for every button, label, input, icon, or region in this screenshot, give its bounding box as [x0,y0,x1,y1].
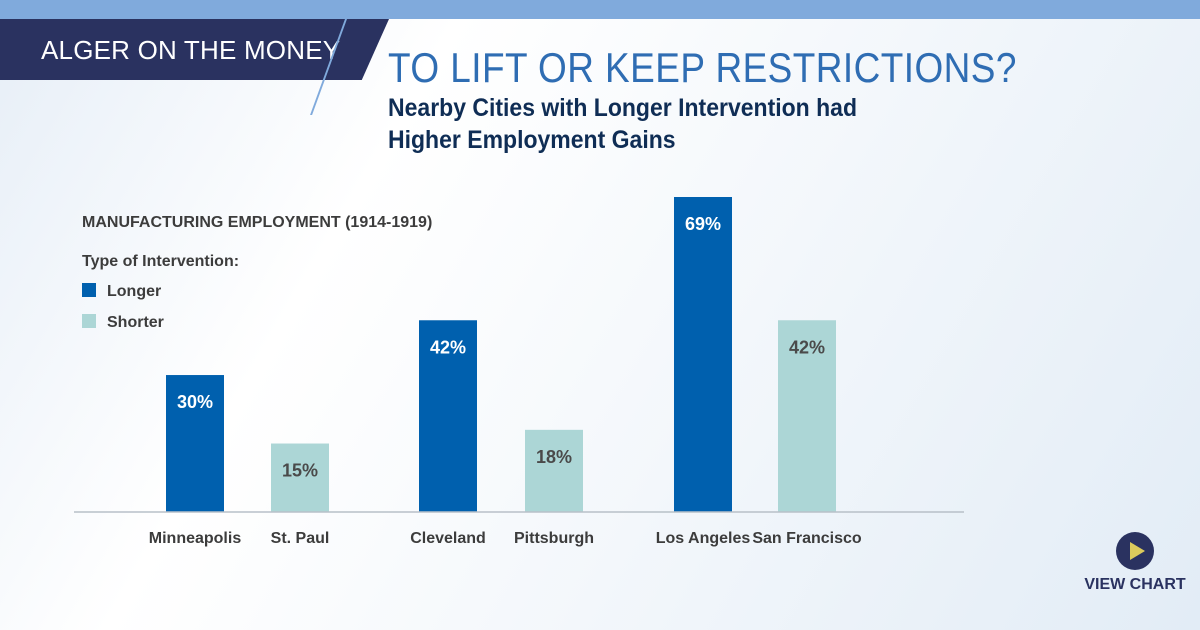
data-label: 69% [685,214,721,234]
x-tick-label: Cleveland [410,530,486,547]
brand-name: ALGER ON THE MONEY [41,35,341,65]
legend-label-longer: Longer [107,283,161,300]
legend-label-shorter: Shorter [107,314,164,331]
data-label: 42% [430,337,466,357]
view-chart-label: VIEW CHART [1084,576,1186,593]
data-label: 15% [282,461,318,481]
legend-swatch-longer [82,283,96,297]
top-bar [0,0,1200,19]
play-icon [1116,532,1154,570]
x-tick-label: Pittsburgh [514,530,594,547]
bar-st-paul [271,443,329,512]
subtitle-line-1: Nearby Cities with Longer Intervention h… [388,94,858,122]
x-tick-label: St. Paul [271,530,330,547]
data-label: 42% [789,337,825,357]
legend-swatch-shorter [82,314,96,328]
chart-title: MANUFACTURING EMPLOYMENT (1914-1919) [82,214,432,231]
legend-title: Type of Intervention: [82,253,239,270]
view-chart-button[interactable]: VIEW CHART [1080,532,1190,594]
x-tick-label: Los Angeles [656,530,751,547]
bar-minneapolis [166,375,224,512]
subtitle-line-2: Higher Employment Gains [388,126,676,154]
data-label: 30% [177,392,213,412]
data-label: 18% [536,447,572,467]
bar-pittsburgh [525,429,583,512]
subtitle: Nearby Cities with Longer Intervention h… [388,92,857,156]
x-tick-label: Minneapolis [149,530,242,547]
brand-banner: ALGER ON THE MONEY [0,19,389,80]
bar-cleveland [419,320,477,512]
bar-san-francisco [778,320,836,512]
x-tick-label: San Francisco [752,530,862,547]
page-title: TO LIFT OR KEEP RESTRICTIONS? [388,44,1017,91]
bar-los-angeles [674,197,732,512]
